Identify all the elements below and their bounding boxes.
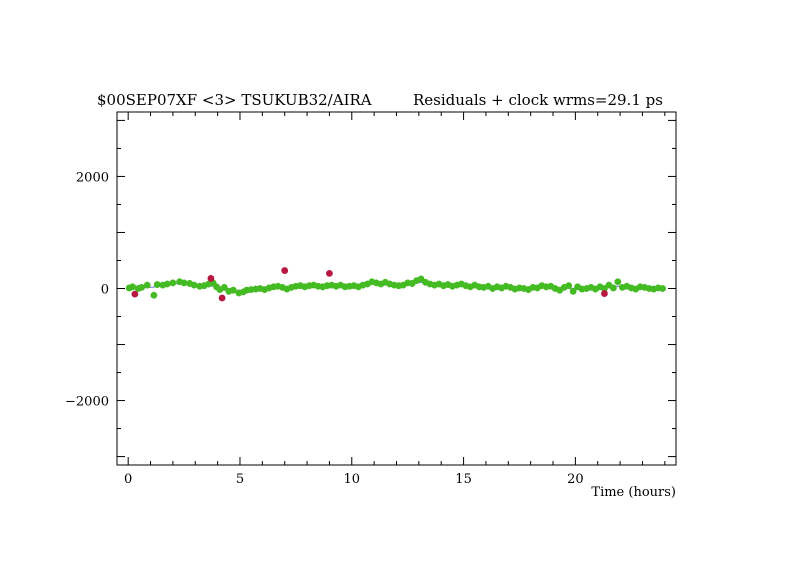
- used-observation-point: [153, 281, 161, 288]
- rejected-observation-point: [326, 269, 333, 277]
- used-observation-point: [229, 286, 237, 294]
- chart-title-session: $00SEP07XF <3> TSUKUB32/AIRA: [97, 91, 372, 109]
- used-observation-point: [569, 287, 577, 295]
- rejected-observation-point: [218, 294, 226, 302]
- used-observation-point: [138, 283, 145, 291]
- used-observation-point: [614, 278, 622, 286]
- used-observation-point: [659, 285, 666, 292]
- y-tick-label: 0: [101, 283, 109, 298]
- y-tick-label: 2000: [76, 170, 109, 185]
- rejected-observation-point: [131, 290, 139, 298]
- used-observation-point: [565, 282, 573, 290]
- rejected-observation-point: [601, 290, 608, 297]
- x-tick-label: 20: [567, 472, 584, 487]
- used-observation-point: [163, 280, 171, 288]
- rejected-observation-point: [281, 267, 289, 274]
- used-observation-point: [169, 279, 177, 287]
- x-axis-label: Time (hours): [591, 485, 676, 500]
- used-observation-point: [220, 283, 228, 291]
- used-observation-point: [190, 281, 198, 289]
- x-tick-label: 0: [124, 472, 132, 487]
- used-observation-point: [609, 284, 617, 292]
- x-tick-label: 15: [455, 472, 472, 487]
- plot-axes: 0 5 10 15 20 −2000 0 2000: [65, 111, 677, 487]
- x-tick-label: 10: [344, 472, 361, 487]
- used-observation-point: [150, 291, 158, 299]
- rejected-observation-point: [207, 275, 215, 282]
- chart-title-residuals: Residuals + clock wrms=29.1 ps: [413, 91, 663, 109]
- data-points: [125, 267, 666, 302]
- used-observation-point: [143, 281, 151, 289]
- used-observation-point: [180, 279, 188, 287]
- x-tick-label: 5: [236, 472, 244, 487]
- y-tick-label: −2000: [65, 395, 109, 410]
- used-observation-point: [129, 283, 137, 291]
